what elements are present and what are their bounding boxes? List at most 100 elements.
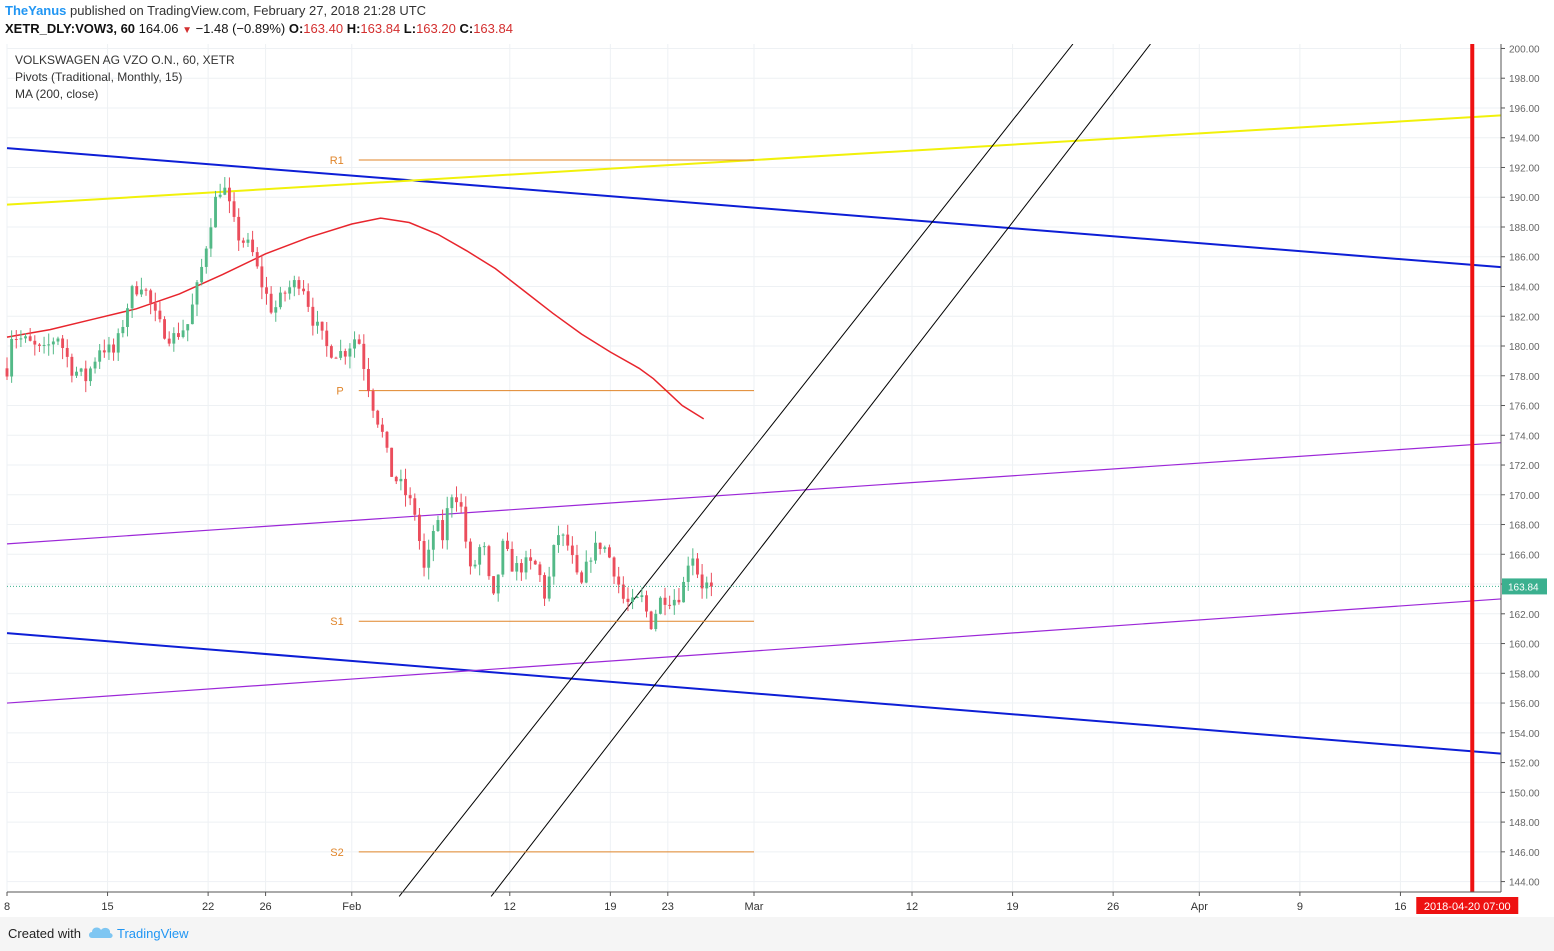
pivot-label-s1: S1 [330, 616, 343, 628]
candle-body [598, 542, 602, 549]
x-tick-label: 19 [604, 901, 616, 913]
y-tick-label: 144.00 [1509, 878, 1540, 889]
y-tick-label: 172.00 [1509, 461, 1540, 472]
candle-body [70, 356, 74, 376]
candle-body [404, 478, 407, 496]
black-upper-line [398, 44, 1074, 897]
change-value: −1.48 (−0.89%) [195, 21, 286, 36]
candle-body [696, 558, 699, 575]
candle-body [663, 597, 667, 605]
candle-body [691, 558, 695, 566]
axes[interactable]: 144.00 146.00 148.00 150.00 152.00 154.00 156.… [4, 44, 1547, 914]
tradingview-link[interactable]: TradingView [117, 926, 189, 941]
candle-body [139, 289, 143, 295]
candle-body [380, 424, 384, 432]
candle-body [241, 240, 245, 243]
candle-body [288, 287, 292, 294]
candle-body [126, 308, 129, 327]
candle-body [130, 286, 134, 309]
candle-body [529, 557, 533, 561]
x-tick-label: Feb [342, 901, 361, 913]
legend-pivots: Pivots (Traditional, Monthly, 15) [15, 70, 182, 84]
author-link[interactable]: TheYanus [5, 3, 67, 18]
candle-body [612, 557, 616, 577]
candle-body [362, 343, 366, 369]
candle-body [209, 227, 213, 249]
candle-body [357, 339, 361, 344]
down-arrow-icon: ▼ [182, 25, 192, 36]
candle-body [348, 348, 352, 357]
candle-body [468, 541, 472, 567]
candle-body [580, 572, 584, 583]
candle-body [5, 368, 9, 377]
candle-body [459, 502, 463, 507]
candle-body [42, 344, 46, 346]
created-with-label: Created with [8, 926, 81, 941]
candle-body [455, 497, 458, 503]
candle-body [334, 357, 338, 359]
moving-average [6, 217, 705, 420]
candle-body [98, 350, 102, 362]
candle-body [709, 582, 713, 587]
candle-body [274, 307, 278, 313]
legend: VOLKSWAGEN AG VZO O.N., 60, XETR Pivots … [15, 53, 235, 101]
x-tick-label: 12 [504, 901, 516, 913]
candle-body [353, 339, 356, 349]
candle-body [538, 564, 542, 576]
candle-body [158, 310, 162, 320]
candle-body [575, 555, 579, 573]
candle-body [617, 576, 621, 585]
candle-body [672, 599, 676, 606]
candle-body [367, 368, 370, 392]
candle-body [649, 611, 653, 630]
y-tick-label: 146.00 [1509, 848, 1540, 859]
price-chart[interactable]: R1 P S1 S2 144.00 146.00 148.00 150.00 152.00 15… [0, 44, 1554, 917]
candle-body [431, 530, 435, 550]
publish-text: published on TradingView.com, February 2… [70, 3, 427, 18]
candle-body [227, 187, 231, 202]
candle-body [311, 306, 315, 326]
candle-body [417, 514, 421, 542]
y-tick-label: 150.00 [1509, 788, 1540, 799]
candle-body [478, 547, 482, 565]
candle-body [121, 326, 125, 334]
candle-body [107, 344, 111, 353]
candle-body [237, 216, 241, 241]
candle-body [631, 597, 635, 602]
y-tick-label: 192.00 [1509, 163, 1540, 174]
candle-body [589, 560, 593, 562]
candle-body [547, 576, 551, 599]
y-tick-label: 156.00 [1509, 699, 1540, 710]
candle-body [214, 196, 217, 228]
candle-body [153, 303, 157, 311]
y-tick-label: 148.00 [1509, 818, 1540, 829]
trendlines [6, 44, 1502, 897]
candle-body [658, 597, 662, 614]
y-tick-label: 162.00 [1509, 610, 1540, 621]
x-tick-label: 26 [1107, 901, 1119, 913]
candle-body [112, 344, 116, 353]
x-tick-label: 26 [259, 901, 271, 913]
candle-body [33, 340, 37, 345]
candle-body [14, 339, 18, 341]
pivot-label-r1: R1 [330, 155, 344, 167]
candle-body [79, 368, 83, 372]
low-label: L: [403, 21, 417, 36]
close-value: 163.84 [473, 21, 513, 36]
x-tick-label: 16 [1394, 901, 1406, 913]
candle-body [88, 368, 92, 382]
candle-body [278, 292, 282, 308]
purple-lower-line [6, 598, 1502, 704]
chart-background [0, 44, 1554, 917]
last-price: 164.06 [138, 21, 179, 36]
candle-body [445, 508, 449, 541]
candle-body [316, 321, 319, 326]
candle-body [594, 542, 597, 561]
candle-body [75, 371, 78, 376]
y-tick-label: 188.00 [1509, 223, 1540, 234]
open-value: 163.40 [303, 21, 344, 36]
candle-body [232, 201, 236, 217]
x-tick-label: 12 [906, 901, 918, 913]
candle-body [408, 495, 412, 499]
low-value: 163.20 [416, 21, 456, 36]
